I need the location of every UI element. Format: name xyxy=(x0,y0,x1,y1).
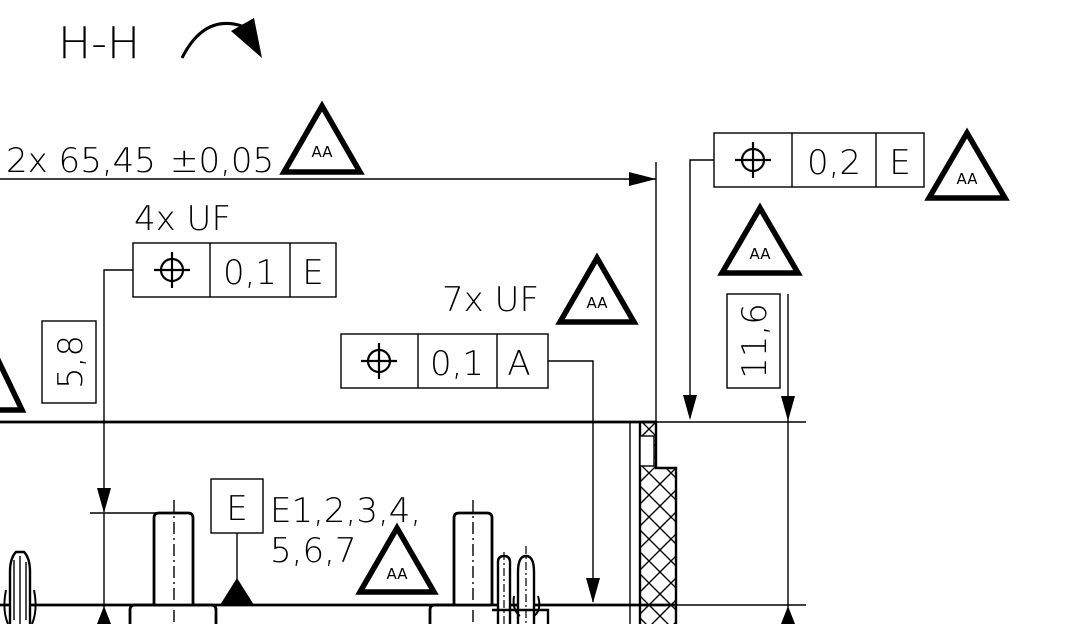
datum-list-line2: 5,6,7 xyxy=(270,531,357,571)
dimension-arrowhead xyxy=(629,172,656,186)
rotation-arrow-icon xyxy=(180,18,262,59)
height-dimension-left: 5,8 xyxy=(51,335,91,389)
wall-section xyxy=(629,420,678,624)
aa-badge-partial xyxy=(0,357,27,413)
leader-line xyxy=(103,269,133,512)
leader-arrowhead xyxy=(683,395,697,420)
aa-badge: AA xyxy=(279,100,365,175)
tolerance-value: 0,2 xyxy=(807,143,861,183)
datum-triangle-icon xyxy=(220,578,254,605)
datum-reference: A xyxy=(507,344,530,384)
height-dimension-box xyxy=(41,320,97,404)
aa-badge: AA xyxy=(555,252,639,325)
feature-control-frame-7x: 0,1 A xyxy=(340,333,549,389)
feature-control-frame-top-right: 0,2 E xyxy=(713,132,925,188)
leader-line xyxy=(689,159,714,418)
spring-clip-left xyxy=(3,550,37,624)
overall-dimension-text: 2x 65,45 xyxy=(6,141,156,181)
position-icon xyxy=(361,343,397,379)
spring-clip-right xyxy=(492,546,550,624)
note-4x-uf: 4x UF xyxy=(134,199,231,239)
section-label: H-H xyxy=(58,18,140,69)
position-icon xyxy=(735,142,771,178)
aa-badge: AA xyxy=(717,202,803,276)
dimension-arrowhead xyxy=(781,396,795,421)
leader-arrowhead xyxy=(97,488,111,513)
svg-text:AA: AA xyxy=(587,294,609,312)
datum-letter: E xyxy=(226,489,247,529)
svg-text:AA: AA xyxy=(312,143,334,161)
overall-dimension-tolerance: ±0,05 xyxy=(170,141,274,181)
datum-list-line1: E1,2,3,4, xyxy=(270,491,421,531)
height-dimension-box xyxy=(726,293,781,389)
leader-line xyxy=(548,360,594,602)
pin-left xyxy=(128,500,218,624)
svg-text:AA: AA xyxy=(387,565,409,583)
tolerance-value: 0,1 xyxy=(430,344,484,384)
pin-right xyxy=(428,500,494,624)
dimension-arrowhead xyxy=(781,606,795,624)
svg-text:AA: AA xyxy=(750,245,772,263)
datum-reference: E xyxy=(889,143,910,183)
tolerance-value: 0,1 xyxy=(223,253,277,293)
note-7x-uf: 7x UF xyxy=(442,280,539,320)
svg-text:AA: AA xyxy=(957,170,979,188)
aa-badge: AA xyxy=(355,522,439,595)
datum-reference: E xyxy=(302,253,323,293)
feature-control-frame-4x: 0,1 E xyxy=(132,242,337,298)
leader-arrowhead xyxy=(586,578,600,603)
aa-badge: AA xyxy=(924,127,1010,201)
height-dimension-right: 11,6 xyxy=(735,303,775,379)
datum-feature-e: E xyxy=(210,478,264,605)
position-icon xyxy=(154,252,190,288)
dimension-arrowhead xyxy=(97,606,111,624)
